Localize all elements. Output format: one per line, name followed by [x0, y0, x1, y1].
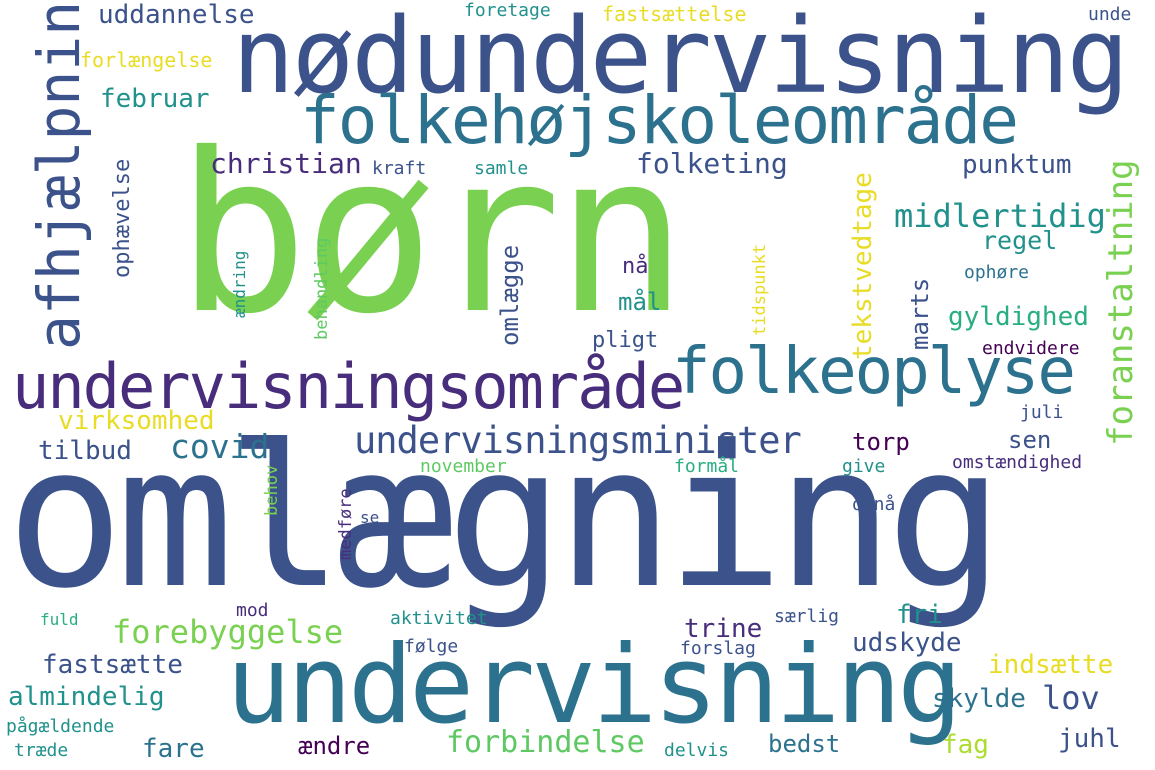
- word-fastsaette: fastsætte: [42, 650, 183, 680]
- word-ophaevelse: ophævelse: [110, 158, 135, 278]
- word-juhl: juhl: [1058, 724, 1121, 754]
- word-se: se: [360, 508, 380, 527]
- word-forebyggelse: forebyggelse: [112, 613, 344, 651]
- word-foretage: foretage: [464, 0, 551, 21]
- word-mal: mål: [618, 288, 662, 316]
- word-born: børn: [176, 106, 688, 362]
- word-pligt: pligt: [592, 328, 659, 353]
- word-uddannelse: uddannelse: [98, 0, 255, 30]
- word-saerlig: særlig: [774, 606, 840, 627]
- word-november: november: [420, 456, 507, 477]
- word-forlaengelse: forlængelse: [80, 48, 213, 72]
- word-delvis: delvis: [664, 740, 730, 761]
- word-punktum: punktum: [962, 150, 1072, 180]
- word-folkehojskoleomrade: folkehøjskoleområde: [300, 82, 1019, 159]
- word-fri: fri: [896, 600, 943, 630]
- word-na: nå: [622, 254, 649, 279]
- word-traede: træde: [14, 740, 69, 761]
- word-ophore: ophøre: [964, 262, 1030, 283]
- word-give: give: [842, 456, 886, 477]
- word-gyldighed: gyldighed: [948, 302, 1089, 332]
- word-covid: covid: [170, 427, 270, 466]
- word-indsaette: indsætte: [988, 650, 1114, 680]
- word-torp: torp: [852, 428, 910, 456]
- word-mod: mod: [236, 600, 269, 621]
- word-tilbud: tilbud: [38, 436, 132, 466]
- word-nodundervisning: nødundervisning: [232, 0, 1129, 117]
- word-kraft: kraft: [372, 158, 427, 179]
- word-tekstvedtage: tekstvedtage: [848, 172, 878, 360]
- word-aendre: ændre: [298, 732, 371, 760]
- word-fag: fag: [942, 730, 989, 760]
- word-samle: samle: [474, 158, 529, 179]
- word-marts: marts: [906, 277, 934, 350]
- word-unde: unde: [1088, 4, 1132, 25]
- word-behandling: behandling: [312, 237, 332, 340]
- word-medfore: medføre: [336, 488, 356, 560]
- word-fuld: fuld: [40, 610, 79, 629]
- word-christian: christian: [210, 147, 362, 180]
- word-behov: behov: [262, 464, 282, 516]
- word-folketing: folketing: [636, 147, 788, 180]
- word-almindelig: almindelig: [8, 682, 165, 712]
- word-tidspunkt: tidspunkt: [750, 243, 770, 336]
- word-fare: fare: [142, 734, 205, 764]
- word-midlertidig: midlertidig: [894, 197, 1106, 235]
- word-undervisningsminister: undervisningsminister: [354, 419, 802, 462]
- word-formal: formål: [674, 456, 740, 477]
- word-aendring: ændring: [230, 250, 249, 318]
- word-folkeoplyse: folkeoplyse: [672, 335, 1076, 409]
- word-trine: trine: [684, 614, 763, 644]
- word-skylde: skylde: [932, 684, 1026, 714]
- word-februar: februar: [100, 84, 210, 114]
- word-juli: juli: [1020, 402, 1064, 423]
- word-undervisning: undervisning: [226, 623, 962, 748]
- word-foranstaltning: foranstaltning: [1101, 159, 1141, 446]
- word-udskyde: udskyde: [852, 628, 962, 658]
- word-endvidere: endvidere: [982, 338, 1080, 359]
- word-bedst: bedst: [768, 730, 841, 758]
- word-omstaendighed: omstændighed: [952, 452, 1083, 473]
- word-omlaegning: omlægning: [6, 404, 1004, 632]
- word-forslag: forslag: [680, 638, 756, 659]
- word-regel: regel: [982, 226, 1058, 255]
- word-opna: opnå: [852, 494, 896, 515]
- word-pagaeldende: pågældende: [6, 716, 115, 737]
- word-aktivitet: aktivitet: [390, 608, 488, 629]
- word-forbindelse: forbindelse: [446, 725, 645, 760]
- word-folge: følge: [404, 636, 459, 657]
- word-virksomhed: virksomhed: [58, 406, 215, 436]
- word-fastsaettelse: fastsættelse: [602, 2, 747, 26]
- word-lov: lov: [1042, 679, 1100, 717]
- word-omlaegge: omlægge: [496, 244, 524, 346]
- word-undervisningsomrade: undervisningsområde: [12, 350, 685, 423]
- word-sen: sen: [1008, 426, 1052, 454]
